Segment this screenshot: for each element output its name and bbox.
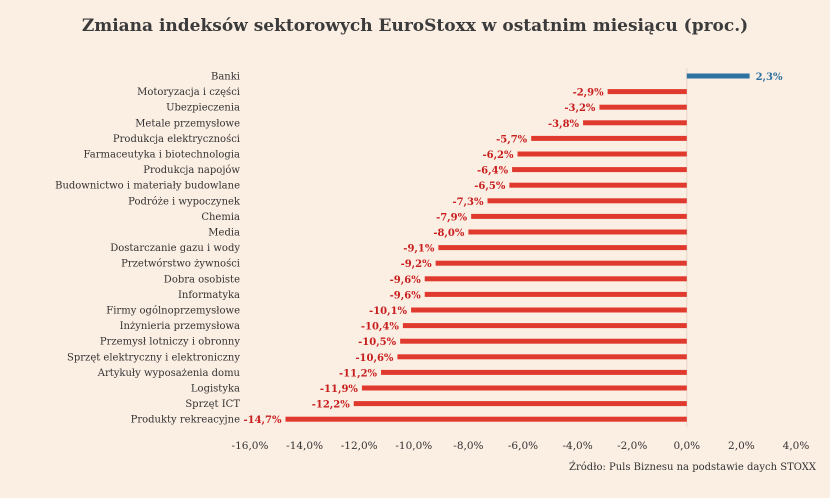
- category-label: Motoryzacja i części: [137, 87, 240, 98]
- data-label: -6,2%: [482, 150, 514, 161]
- category-label: Dobra osobiste: [164, 274, 240, 285]
- data-label: -9,6%: [390, 275, 422, 286]
- x-tick-label: 4,0%: [783, 440, 810, 452]
- data-label: -5,7%: [496, 134, 528, 145]
- category-label: Produkty rekreacyjne: [131, 415, 240, 426]
- data-label: -14,7%: [243, 415, 282, 426]
- bar: [599, 104, 687, 110]
- data-label: -10,1%: [369, 306, 408, 317]
- category-label: Media: [208, 228, 240, 239]
- category-label: Produkcja elektryczności: [113, 134, 240, 145]
- bar: [381, 369, 687, 375]
- data-label: -7,3%: [452, 197, 484, 208]
- bar: [468, 229, 687, 235]
- data-label: -9,1%: [403, 244, 435, 255]
- bar: [435, 260, 687, 266]
- category-label: Banki: [211, 72, 240, 83]
- data-label: -8,0%: [433, 228, 465, 239]
- bar: [438, 245, 687, 251]
- data-label: -10,4%: [361, 322, 400, 333]
- chart-title: Zmiana indeksów sektorowych EuroStoxx w …: [81, 16, 749, 36]
- category-label: Ubezpieczenia: [166, 103, 240, 114]
- category-label: Artykuły wyposażenia domu: [97, 368, 241, 379]
- category-label: Logistyka: [191, 384, 240, 395]
- bar: [424, 291, 687, 297]
- data-label: -9,2%: [401, 259, 433, 270]
- category-label: Chemia: [201, 212, 240, 223]
- bar: [512, 167, 687, 173]
- bar: [411, 307, 687, 313]
- category-label: Dostarczanie gazu i wody: [110, 243, 240, 254]
- x-tick-label: -12,0%: [341, 440, 378, 452]
- x-tick-label: 0,0%: [673, 440, 700, 452]
- category-label: Informatyka: [178, 290, 240, 301]
- x-tick-label: 2,0%: [728, 440, 755, 452]
- data-label: -3,8%: [548, 119, 580, 130]
- x-tick-label: -8,0%: [453, 440, 483, 452]
- data-label: -12,2%: [312, 400, 351, 411]
- x-tick-label: -6,0%: [508, 440, 538, 452]
- bar: [487, 198, 687, 204]
- data-label: -2,9%: [573, 88, 605, 99]
- category-label: Sprzęt elektryczny i elektroniczny: [67, 352, 240, 363]
- category-label: Inżynieria przemysłowa: [120, 321, 240, 332]
- x-tick-label: -16,0%: [232, 440, 269, 452]
- data-label: -10,5%: [358, 337, 397, 348]
- bar: [397, 354, 687, 360]
- bar: [607, 89, 687, 95]
- bar: [583, 120, 687, 126]
- category-label: Metale przemysłowe: [135, 118, 240, 129]
- bar: [402, 323, 687, 329]
- data-label: -9,6%: [390, 290, 422, 301]
- bar: [531, 135, 687, 141]
- category-label: Przemysł lotniczy i obronny: [100, 337, 240, 348]
- x-tick-label: -10,0%: [395, 440, 432, 452]
- category-label: Produkcja napojów: [143, 165, 240, 176]
- data-label: -6,4%: [477, 166, 509, 177]
- bar: [471, 213, 687, 219]
- data-label: -10,6%: [355, 353, 394, 364]
- x-tick-label: -4,0%: [562, 440, 592, 452]
- category-label: Farmaceutyka i biotechnologia: [84, 150, 241, 161]
- source-note: Źródło: Puls Biznesu na podstawie daych …: [569, 462, 816, 473]
- data-label: -3,2%: [564, 103, 596, 114]
- category-label: Przetwórstwo żywności: [121, 259, 240, 270]
- category-label: Budownictwo i materiały budowlane: [55, 181, 240, 192]
- bar: [361, 385, 687, 391]
- category-label: Firmy ogólnoprzemysłowe: [106, 306, 240, 317]
- bar: [686, 73, 750, 79]
- data-label: -11,9%: [320, 384, 359, 395]
- category-label: Podróże i wypoczynek: [128, 196, 241, 207]
- x-tick-label: -2,0%: [617, 440, 647, 452]
- data-label: -6,5%: [474, 181, 506, 192]
- bar: [509, 182, 687, 188]
- category-label: Sprzęt ICT: [185, 399, 240, 410]
- bar: [517, 151, 687, 157]
- bar: [353, 401, 687, 407]
- data-label: -7,9%: [436, 212, 468, 223]
- bar: [285, 416, 687, 422]
- x-tick-label: -14,0%: [286, 440, 323, 452]
- data-label: 2,3%: [756, 72, 783, 83]
- bar: [424, 276, 687, 282]
- bar: [400, 338, 687, 344]
- data-label: -11,2%: [339, 368, 378, 379]
